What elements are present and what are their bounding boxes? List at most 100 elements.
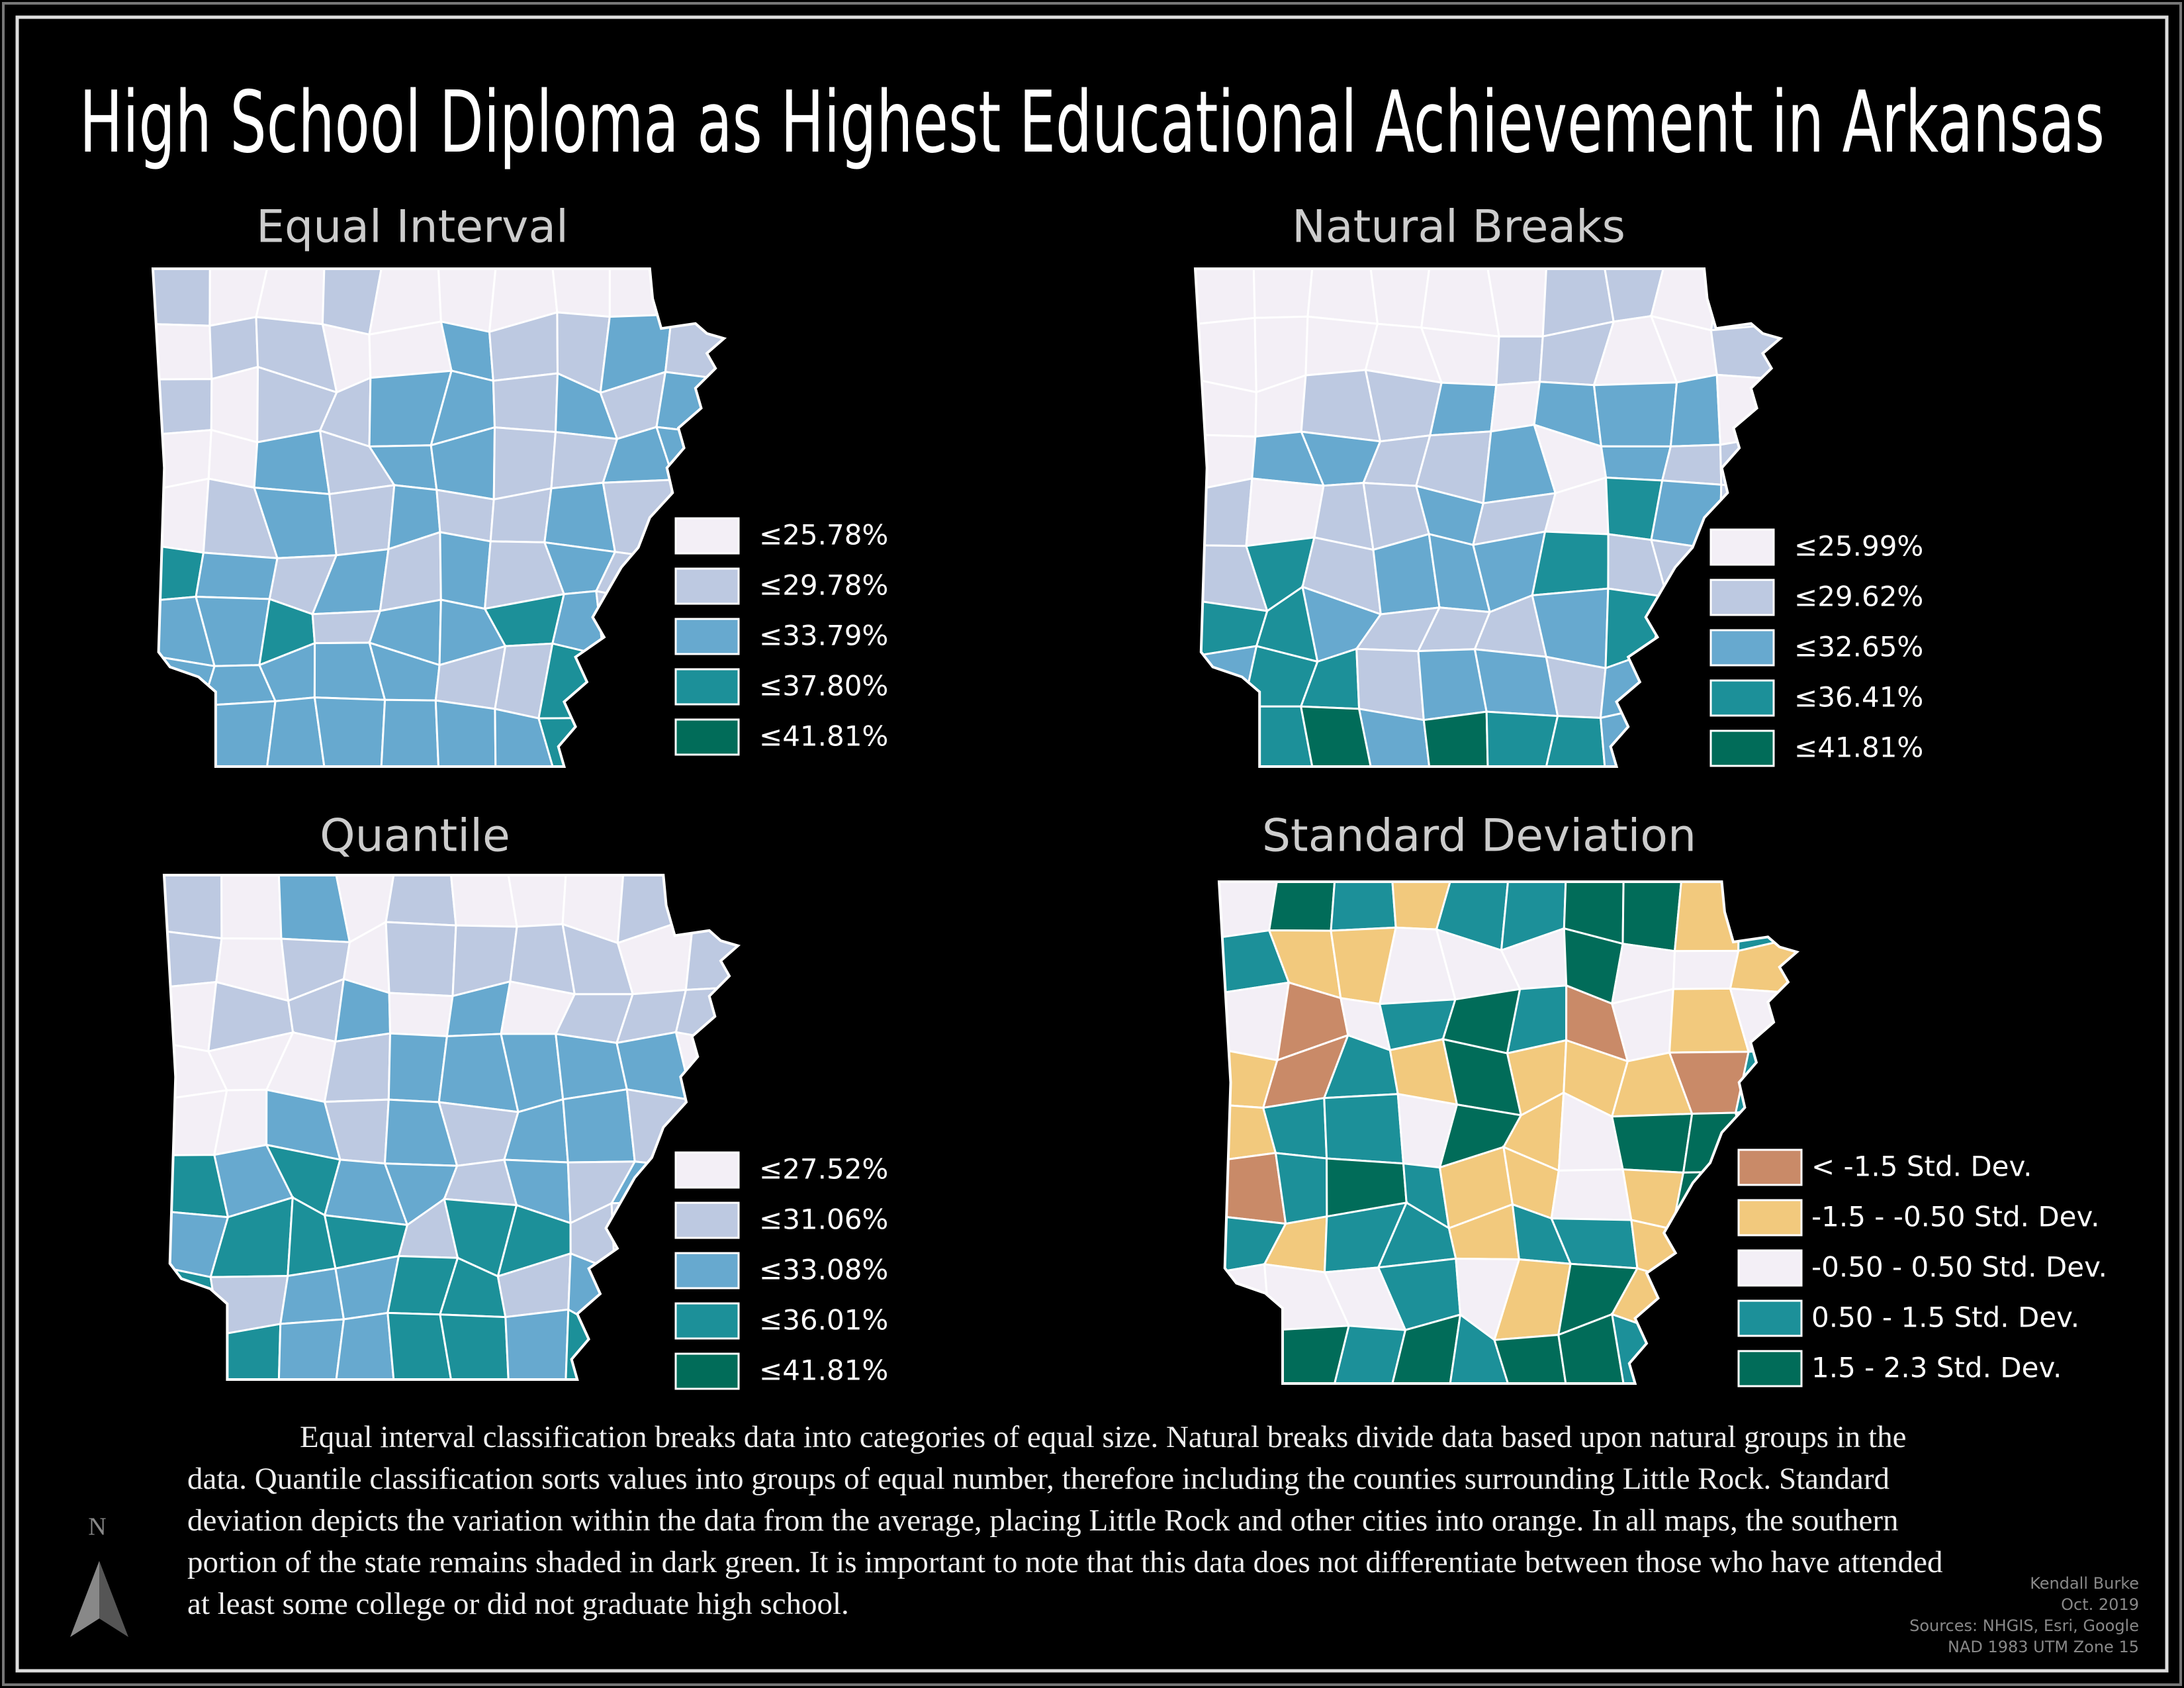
county <box>1323 1093 1405 1165</box>
county <box>1715 373 1780 446</box>
county <box>277 1318 345 1380</box>
legend-label: ≤33.08% <box>759 1254 888 1286</box>
map-title: Equal Interval <box>256 201 569 254</box>
county <box>153 704 212 767</box>
county <box>1372 532 1441 616</box>
legend-label: 0.50 - 1.5 Std. Dev. <box>1811 1301 2079 1334</box>
north-arrow-right <box>99 1561 128 1637</box>
county <box>220 875 283 940</box>
county <box>1649 538 1721 615</box>
county <box>1219 882 1279 939</box>
county <box>1390 1313 1462 1383</box>
county <box>1245 477 1325 547</box>
legend-swatch <box>1737 1149 1803 1186</box>
legend-label: 1.5 - 2.3 Std. Dev. <box>1811 1352 2062 1384</box>
county <box>385 921 457 998</box>
county <box>1669 373 1721 447</box>
map-title: Natural Breaks <box>1292 201 1625 254</box>
legend-label: -0.50 - 0.50 Std. Dev. <box>1811 1251 2107 1284</box>
county <box>1670 1280 1748 1336</box>
county <box>439 1313 510 1380</box>
county <box>195 551 279 600</box>
credit-line: Sources: NHGIS, Esri, Google <box>1909 1617 2139 1635</box>
county <box>1330 882 1397 932</box>
state-outline <box>1193 267 1784 768</box>
legend-swatch <box>674 567 740 605</box>
map-title: Standard Deviation <box>1262 810 1696 863</box>
county <box>1550 1168 1633 1221</box>
county <box>494 708 555 767</box>
county <box>1670 1332 1748 1383</box>
legend-swatch <box>674 1201 740 1239</box>
county <box>1621 882 1683 953</box>
county <box>335 1311 395 1380</box>
legend-label: ≤29.78% <box>759 569 888 602</box>
county <box>1495 335 1544 387</box>
county <box>1369 269 1431 329</box>
county <box>1449 1313 1510 1383</box>
county <box>492 372 559 434</box>
county-layer <box>1195 269 1780 767</box>
county <box>387 1311 453 1380</box>
county <box>1557 1313 1625 1383</box>
county <box>265 696 326 767</box>
legend-swatch <box>674 1252 740 1289</box>
county <box>655 371 724 436</box>
county <box>1485 710 1559 767</box>
state-outline <box>162 874 741 1381</box>
legend-label: ≤25.99% <box>1794 530 1923 563</box>
county <box>1333 1325 1407 1383</box>
county <box>1531 530 1610 597</box>
legend-swatch <box>674 517 740 555</box>
county <box>666 269 724 326</box>
legend-label: ≤31.06% <box>759 1203 888 1236</box>
county <box>164 875 223 940</box>
county <box>201 700 277 767</box>
north-label: N <box>88 1513 106 1541</box>
legend-label: -1.5 - -0.50 Std. Dev. <box>1811 1201 2099 1233</box>
county <box>449 875 518 928</box>
county <box>1219 1263 1271 1332</box>
legend-swatch <box>674 1352 740 1390</box>
poster-title: High School Diploma as Highest Education… <box>79 73 2105 172</box>
county <box>602 651 664 725</box>
county-layer <box>153 269 724 767</box>
county <box>562 1088 636 1164</box>
legend-swatch <box>1737 1350 1803 1387</box>
county <box>313 696 387 767</box>
county <box>328 484 396 557</box>
county <box>1486 269 1547 338</box>
county <box>1267 882 1336 932</box>
county <box>1610 1112 1694 1174</box>
legend-swatch <box>674 668 740 706</box>
county <box>1422 710 1489 767</box>
credit-line: Oct. 2019 <box>2061 1595 2139 1614</box>
county <box>1661 444 1723 486</box>
legend-label: ≤36.01% <box>759 1304 888 1336</box>
legend-swatch <box>674 1302 740 1340</box>
county <box>595 590 674 657</box>
north-arrow-left <box>70 1561 99 1637</box>
county <box>1306 269 1379 325</box>
county <box>434 699 497 767</box>
county <box>164 930 223 988</box>
credit-line: NAD 1983 UTM Zone 15 <box>1948 1638 2139 1656</box>
county <box>1219 1327 1279 1383</box>
legend-label: ≤41.81% <box>759 1354 888 1387</box>
legend-swatch <box>674 1151 740 1189</box>
county <box>380 698 440 767</box>
county <box>1672 949 1740 990</box>
county-layer <box>1219 882 1797 1383</box>
county <box>1719 433 1780 491</box>
county <box>164 1322 223 1380</box>
county <box>674 1031 738 1102</box>
legend-label: ≤32.65% <box>1794 631 1923 663</box>
legend-label: ≤36.41% <box>1794 681 1923 714</box>
county <box>1357 707 1431 767</box>
county <box>1420 269 1500 338</box>
county <box>1600 445 1672 482</box>
legend-swatch <box>674 618 740 655</box>
inner-frame <box>15 15 2169 1673</box>
